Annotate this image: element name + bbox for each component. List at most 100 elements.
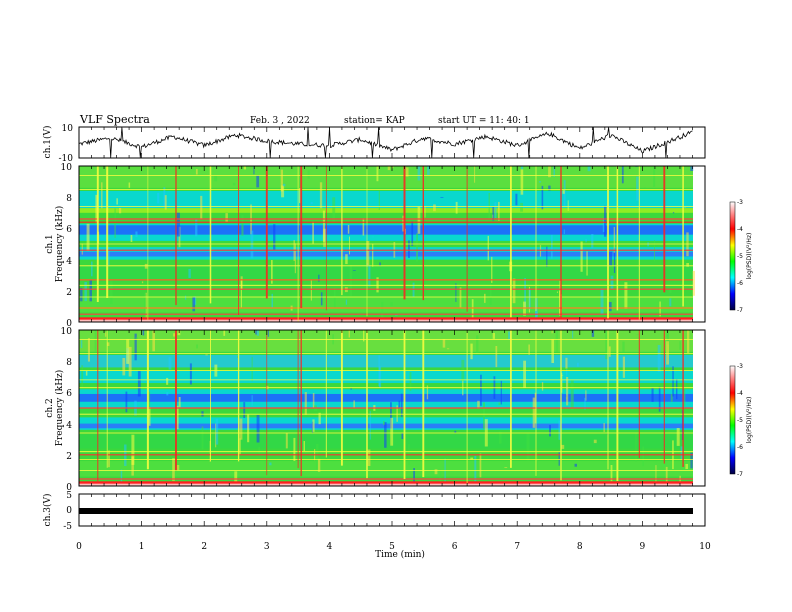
spectrogram-texture [280, 169, 283, 192]
spectrogram-texture [561, 444, 565, 449]
ch2-ytick-10: 10 [61, 327, 73, 337]
spectrogram-texture [600, 288, 604, 315]
spectrogram-texture [491, 256, 493, 283]
spectrogram-texture [80, 287, 83, 302]
ch1-waveform-line [78, 127, 693, 158]
spectrogram-texture [495, 346, 498, 368]
spectrogram-texture [659, 301, 661, 317]
spectrogram-texture [376, 277, 379, 293]
ch1-colorbar: -3 -4 -5 -6 -7 log(PSD)(V²/Hz) [729, 199, 753, 314]
spectrogram-texture [591, 234, 594, 249]
spectrogram-texture [322, 210, 325, 242]
spectrogram-texture [87, 338, 90, 362]
spectrogram-texture [605, 330, 608, 360]
spectrogram-texture [541, 185, 544, 210]
spectrogram-texture [144, 263, 148, 269]
ch3-ytick-0: 0 [66, 506, 72, 516]
spectrogram-texture [107, 342, 110, 346]
spectrogram-texture [347, 225, 350, 234]
spectrogram-band [79, 166, 693, 188]
spectrogram-texture [317, 458, 321, 472]
spectrogram-texture [536, 453, 539, 476]
spectrogram-texture [424, 206, 426, 218]
ch1-ytick-10: 10 [61, 163, 73, 173]
spectrogram-texture [201, 426, 204, 450]
spectrogram-texture [672, 366, 674, 397]
spectrogram-texture [188, 268, 191, 278]
spectrogram-band [79, 297, 693, 313]
spectrogram-texture [572, 330, 574, 339]
spectrogram-texture [243, 402, 246, 418]
spectrogram-texture [541, 382, 544, 391]
spectrogram-texture [172, 458, 175, 481]
spectrogram-texture [164, 195, 167, 210]
spectrogram-texture [621, 166, 624, 184]
spectrogram-texture [442, 339, 446, 348]
spectrogram-texture [508, 331, 512, 340]
ch1-ylabel: ch.1(V) [42, 126, 53, 159]
spectrogram-texture [232, 182, 236, 186]
spectrogram-texture [316, 443, 319, 470]
spectrogram-texture [247, 414, 250, 443]
spectrogram-texture [504, 467, 508, 468]
spectrogram-texture [282, 183, 286, 187]
spectrogram-texture [498, 201, 500, 221]
spectrogram-texture [657, 345, 661, 373]
spectrogram-texture [371, 236, 374, 238]
spectrogram-texture [176, 405, 179, 430]
spectrogram-texture [499, 431, 502, 444]
ch2-spectrogram-panel: 10 8 6 4 2 0 ch.2 Frequency (kHz) [45, 327, 706, 493]
spectrogram-texture [609, 251, 613, 266]
spectrogram-texture [532, 397, 536, 428]
spectrogram-texture [390, 302, 393, 306]
spectrogram-texture [400, 393, 403, 417]
spectrogram-texture [551, 234, 553, 259]
spectrogram-band [79, 461, 693, 477]
ch1-spectrogram-panel: 10 8 6 4 2 0 ch.1 Frequency (kHz) [45, 163, 706, 329]
spectrogram-texture [234, 471, 238, 485]
spectrogram-texture [515, 193, 518, 206]
spectrogram-texture [586, 251, 588, 276]
spectrogram-texture [152, 330, 155, 352]
spectrogram-texture [413, 468, 415, 484]
ch1-ytick-bottom: -10 [59, 154, 74, 164]
spectrogram-texture [563, 229, 565, 234]
spectrogram-texture [310, 202, 313, 204]
spectrogram-texture [378, 190, 380, 210]
spectrogram-texture [255, 330, 257, 335]
spectrogram-texture [379, 366, 382, 388]
spectrogram-texture [608, 302, 612, 312]
ch1-ytick-6: 6 [66, 225, 72, 235]
spectrogram-texture [651, 388, 654, 402]
spectrogram-texture [548, 185, 551, 191]
spectrogram-texture [494, 202, 497, 218]
spectrogram-texture [593, 439, 597, 444]
spectrogram-texture [366, 241, 370, 265]
spectrogram-texture [312, 393, 315, 408]
spectrogram-texture [120, 469, 123, 483]
spectrogram-texture [479, 453, 482, 478]
spectrogram-texture [679, 341, 681, 350]
spectrogram-texture [653, 166, 656, 187]
cb2-tick-e: -7 [737, 471, 743, 478]
spectrogram-texture [562, 190, 565, 194]
x-tick-label: 2 [201, 542, 207, 552]
spectrogram-texture [624, 282, 628, 309]
spectrogram-texture [484, 293, 486, 303]
spectrogram-texture [687, 330, 690, 354]
ch2-ytick-0: 0 [66, 483, 72, 493]
spectrogram-texture [101, 182, 103, 209]
spectrogram-texture [409, 372, 412, 391]
spectrogram-texture [665, 466, 668, 486]
spectrogram-texture [223, 330, 226, 336]
spectrogram-texture [444, 458, 446, 485]
spectrogram-texture [148, 263, 150, 283]
spectrogram-texture [137, 371, 141, 397]
cb2-tick-c: -5 [737, 417, 743, 424]
spectrogram-texture [148, 407, 151, 426]
spectrogram-texture [391, 166, 394, 169]
spectrogram-texture [363, 330, 365, 342]
spectrogram-texture [200, 195, 203, 219]
spectrogram-texture [128, 346, 132, 377]
spectrogram-texture [551, 339, 554, 363]
